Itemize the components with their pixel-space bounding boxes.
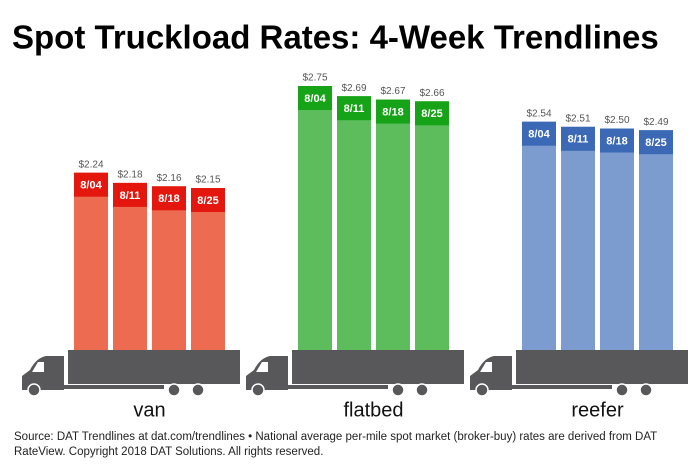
week-label: 8/11 bbox=[120, 190, 141, 202]
bar-head bbox=[415, 101, 449, 126]
bar bbox=[639, 130, 673, 350]
truck-wheel bbox=[615, 383, 629, 397]
value-label: $2.50 bbox=[604, 115, 629, 126]
value-label: $2.15 bbox=[195, 175, 220, 186]
truck-trailer bbox=[68, 350, 240, 384]
value-label: $2.69 bbox=[341, 83, 366, 94]
truck-cab bbox=[246, 356, 288, 390]
truck-wheel bbox=[639, 383, 653, 397]
bar bbox=[152, 186, 186, 350]
bar-head bbox=[600, 128, 634, 153]
bar-head bbox=[639, 130, 673, 155]
bar bbox=[600, 128, 634, 350]
truck-trailer bbox=[292, 350, 464, 384]
bar-head bbox=[191, 188, 225, 212]
bar-head bbox=[522, 121, 556, 146]
truck-wheel bbox=[391, 383, 405, 397]
bar bbox=[74, 172, 108, 350]
truck-cab bbox=[470, 356, 512, 390]
value-label: $2.54 bbox=[526, 108, 551, 119]
value-label: $2.75 bbox=[302, 73, 327, 84]
week-label: 8/11 bbox=[568, 134, 589, 146]
value-label: $2.67 bbox=[380, 86, 405, 97]
bar bbox=[561, 126, 595, 350]
truck-wheel bbox=[251, 383, 265, 397]
truck-window bbox=[32, 362, 44, 372]
group-label: reefer bbox=[571, 399, 624, 421]
bar bbox=[298, 86, 332, 350]
week-label: 8/04 bbox=[304, 93, 326, 105]
week-label: 8/04 bbox=[528, 129, 550, 141]
week-label: 8/11 bbox=[344, 103, 365, 115]
value-label: $2.16 bbox=[156, 173, 181, 184]
bar-head bbox=[298, 86, 332, 110]
bar-head bbox=[561, 126, 595, 151]
truck-wheel bbox=[415, 383, 429, 397]
bar bbox=[522, 121, 556, 350]
source-note: RateView. Copyright 2018 DAT Solutions. … bbox=[14, 446, 323, 458]
truck-bar bbox=[64, 385, 164, 389]
truck-wheel bbox=[27, 383, 41, 397]
truck-cab bbox=[22, 356, 64, 390]
bar-head bbox=[152, 186, 186, 211]
truck-bar bbox=[512, 385, 612, 389]
group-label: van bbox=[133, 399, 165, 421]
value-label: $2.24 bbox=[78, 159, 103, 170]
week-label: 8/18 bbox=[382, 107, 403, 119]
source-note: Source: DAT Trendlines at dat.com/trendl… bbox=[14, 431, 657, 443]
value-label: $2.49 bbox=[643, 117, 668, 128]
bar bbox=[337, 96, 371, 350]
truck-window bbox=[480, 362, 492, 372]
week-label: 8/18 bbox=[158, 193, 179, 205]
truck-wheel bbox=[191, 383, 205, 397]
week-label: 8/25 bbox=[645, 137, 666, 149]
truck-wheel bbox=[475, 383, 489, 397]
value-label: $2.18 bbox=[117, 170, 142, 181]
bar bbox=[113, 182, 147, 350]
truck-wheel bbox=[167, 383, 181, 397]
bar bbox=[376, 99, 410, 350]
truck-trailer bbox=[516, 350, 688, 384]
bar-head bbox=[337, 96, 371, 121]
truck-window bbox=[256, 362, 268, 372]
group-label: flatbed bbox=[343, 399, 403, 421]
bar-head bbox=[74, 172, 108, 197]
week-label: 8/25 bbox=[197, 195, 218, 207]
chart-title: Spot Truckload Rates: 4-Week Trendlines bbox=[12, 19, 659, 56]
week-label: 8/04 bbox=[80, 180, 102, 192]
bar bbox=[415, 101, 449, 350]
truck-bar bbox=[288, 385, 388, 389]
value-label: $2.66 bbox=[419, 88, 444, 99]
week-label: 8/25 bbox=[421, 108, 442, 120]
bar-head bbox=[113, 182, 147, 207]
week-label: 8/18 bbox=[606, 135, 627, 147]
bar bbox=[191, 188, 225, 350]
bar-head bbox=[376, 99, 410, 124]
value-label: $2.51 bbox=[565, 113, 590, 124]
